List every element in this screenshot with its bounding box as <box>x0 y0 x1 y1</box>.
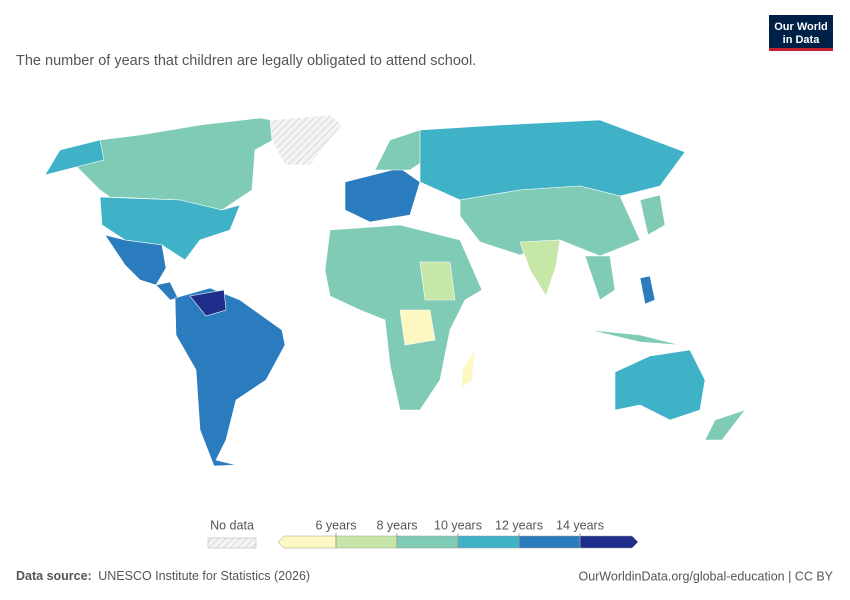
sudan <box>419 261 456 301</box>
central-africa <box>399 309 436 346</box>
australia <box>614 349 706 421</box>
southeast-asia <box>584 255 616 301</box>
madagascar <box>461 349 476 389</box>
legend-tick-label: 8 years <box>377 518 418 532</box>
usa <box>99 196 241 261</box>
legend-bin <box>277 535 337 549</box>
legend-bin <box>396 535 459 549</box>
footer-text: Data source: UNESCO Institute for Statis… <box>16 569 310 583</box>
source-label: Data source: <box>16 569 92 583</box>
url[interactable]: OurWorldinData.org/global-education | CC… <box>578 569 833 583</box>
legend-tick-label: 14 years <box>556 518 604 532</box>
legend-bin <box>579 535 639 549</box>
japan <box>639 194 666 236</box>
no-data-label: No data <box>210 518 254 532</box>
central-america <box>155 281 179 301</box>
europe <box>344 167 421 223</box>
legend-bin <box>457 535 520 549</box>
legend-tick-label: 12 years <box>495 518 543 532</box>
mexico <box>104 234 167 286</box>
alaska <box>44 139 105 176</box>
indonesia <box>589 329 681 346</box>
legend-tick-label: 6 years <box>316 518 357 532</box>
legend-tick-label: 10 years <box>434 518 482 532</box>
venezuela <box>189 289 227 317</box>
world-map <box>44 114 746 467</box>
source: UNESCO Institute for Statistics (2026) <box>98 569 310 583</box>
india <box>519 239 561 297</box>
philippines <box>639 275 656 305</box>
canada <box>59 117 301 211</box>
legend-bin <box>335 535 398 549</box>
logo-box[interactable] <box>769 15 833 50</box>
greenland <box>269 114 343 166</box>
south-america <box>174 287 286 467</box>
logo-line: in Data <box>783 34 821 46</box>
legend-bin <box>518 535 581 549</box>
no-data-swatch <box>207 537 257 549</box>
new-zealand <box>704 409 746 441</box>
legend: 6 years 8 years 10 years 12 years 14 years <box>277 518 639 549</box>
logo-line: Our World <box>774 21 828 33</box>
logo-bar <box>769 48 833 51</box>
subtitle: The number of years that children are le… <box>16 53 476 69</box>
